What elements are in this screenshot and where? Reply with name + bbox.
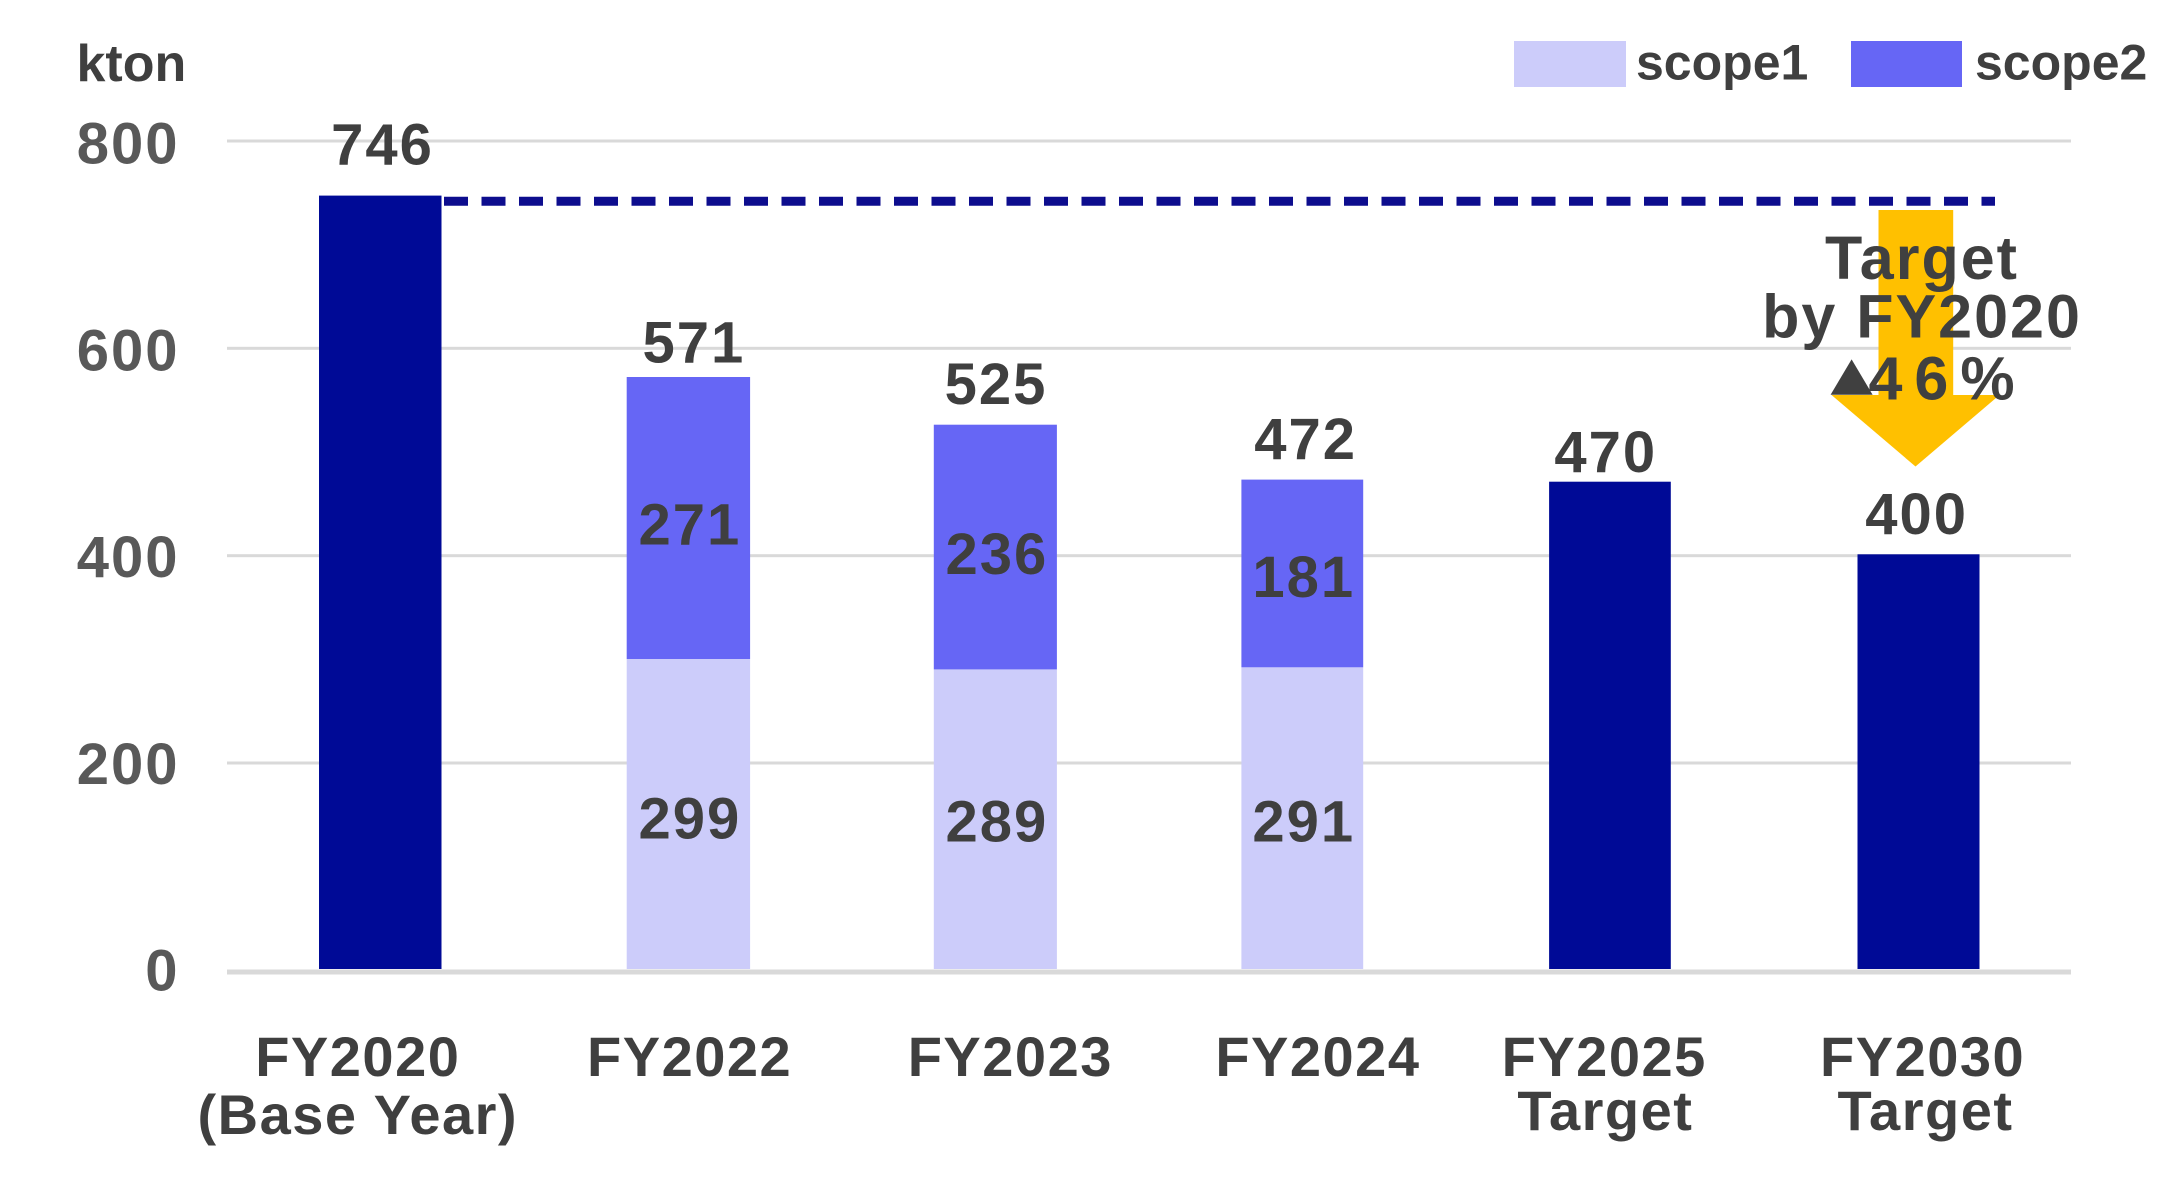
svg-text:571: 571 [643, 310, 746, 375]
svg-text:kton: kton [77, 35, 187, 93]
svg-text:scope2: scope2 [1975, 35, 2147, 91]
svg-text:0: 0 [145, 938, 179, 1003]
svg-text:472: 472 [1254, 407, 1357, 472]
svg-text:FY2024: FY2024 [1215, 1025, 1420, 1088]
svg-text:271: 271 [639, 493, 742, 558]
svg-text:600: 600 [77, 319, 180, 384]
svg-text:525: 525 [945, 352, 1048, 417]
svg-text:400: 400 [1865, 482, 1968, 547]
svg-text:299: 299 [639, 786, 742, 851]
svg-text:(Base Year): (Base Year) [198, 1083, 519, 1146]
svg-text:FY2025: FY2025 [1502, 1025, 1707, 1088]
svg-text:Target: Target [1838, 1079, 2014, 1142]
svg-text:291: 291 [1252, 790, 1355, 855]
svg-text:200: 200 [77, 732, 180, 797]
svg-text:Target: Target [1517, 1079, 1693, 1142]
svg-text:236: 236 [946, 522, 1049, 587]
svg-text:by FY2020: by FY2020 [1762, 283, 2082, 351]
svg-text:Target: Target [1825, 224, 2019, 292]
svg-text:400: 400 [77, 525, 180, 590]
svg-text:746: 746 [331, 112, 434, 177]
svg-text:470: 470 [1554, 420, 1657, 485]
svg-text:scope1: scope1 [1636, 35, 1808, 91]
svg-text:FY2020: FY2020 [255, 1025, 460, 1088]
svg-text:181: 181 [1252, 545, 1355, 610]
svg-text:800: 800 [77, 112, 180, 177]
svg-text:FY2030: FY2030 [1820, 1025, 2025, 1088]
svg-text:FY2023: FY2023 [908, 1025, 1113, 1088]
svg-text:FY2022: FY2022 [587, 1025, 792, 1088]
svg-text:289: 289 [946, 789, 1049, 854]
svg-text:46%: 46% [1869, 345, 2027, 413]
